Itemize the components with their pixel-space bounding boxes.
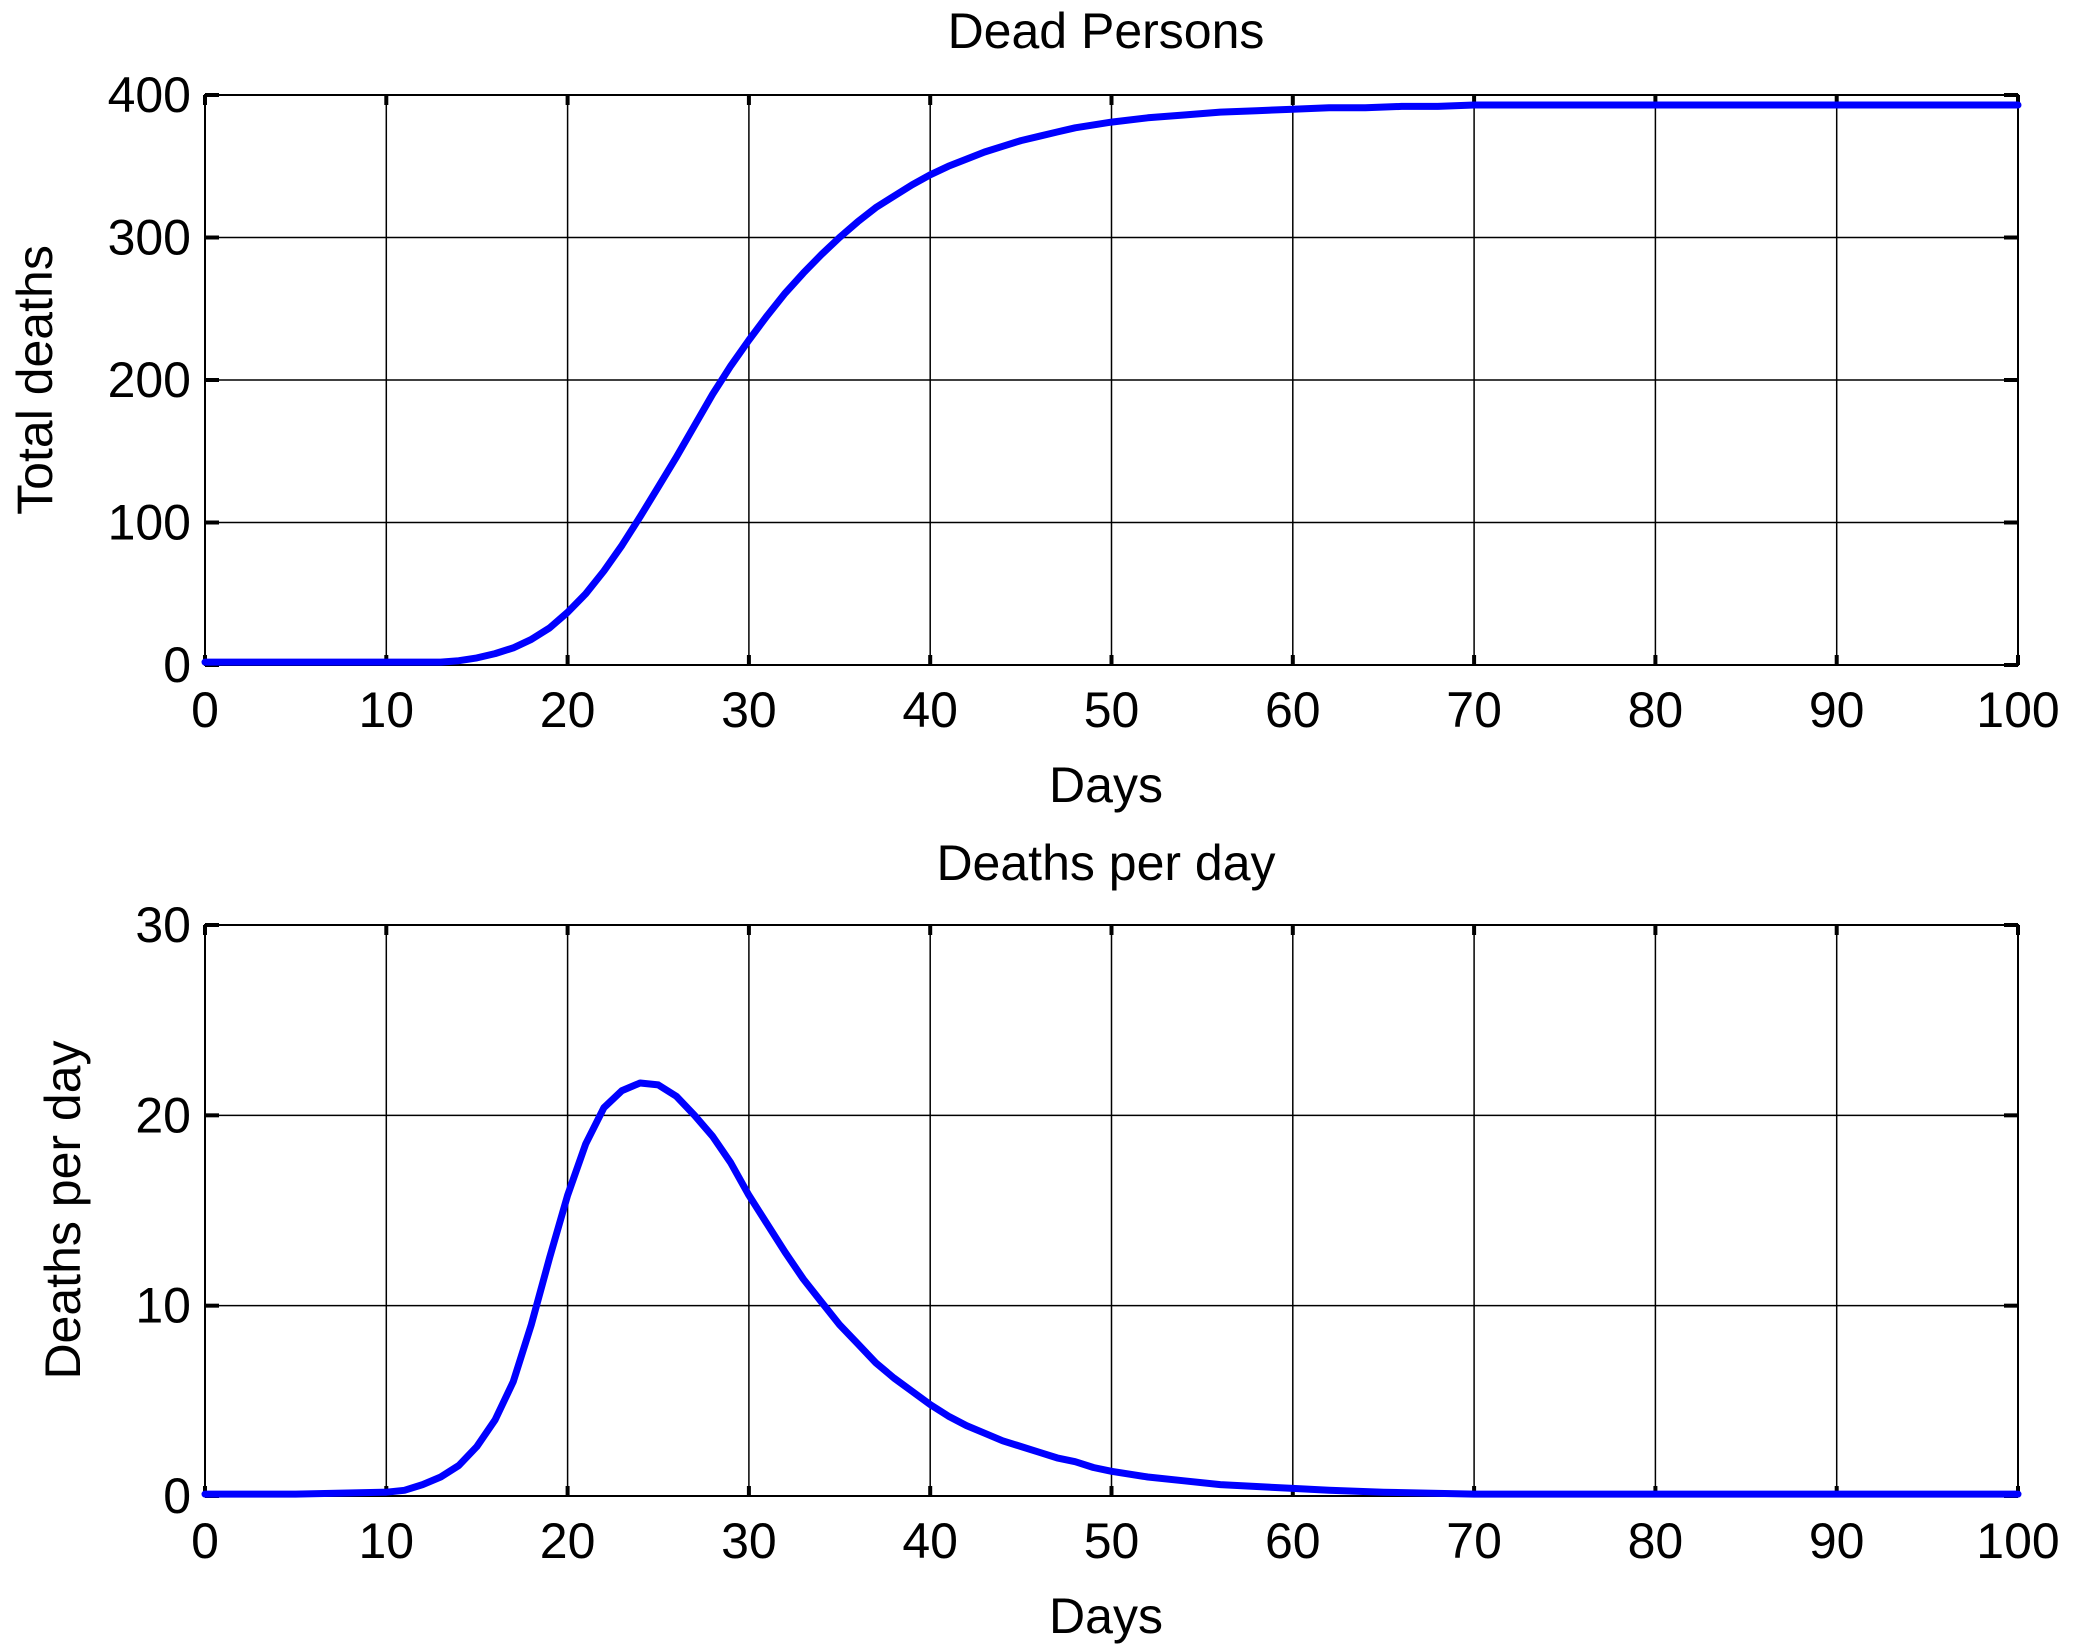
chart-title: Deaths per day	[936, 835, 1275, 891]
grid	[205, 925, 2018, 1496]
y-tick-label: 200	[108, 352, 191, 408]
y-axis-label: Total deaths	[7, 245, 63, 515]
x-tick-label: 80	[1628, 1513, 1684, 1569]
x-tick-label: 100	[1976, 682, 2059, 738]
chart-title: Dead Persons	[948, 3, 1265, 59]
x-tick-label: 90	[1809, 1513, 1865, 1569]
dead-persons-panel: Dead Persons 0 10 20 30 40 50 60 70 80 90 100 0 100…	[7, 3, 2060, 813]
x-tick-label: 100	[1976, 1513, 2059, 1569]
x-tick-label: 0	[191, 682, 219, 738]
x-tick-label: 10	[358, 1513, 414, 1569]
x-tick-label: 20	[540, 682, 596, 738]
x-tick-label: 30	[721, 1513, 777, 1569]
y-tick-label: 400	[108, 67, 191, 123]
x-axis-label: Days	[1049, 1588, 1163, 1644]
x-tick-label: 70	[1446, 682, 1502, 738]
y-tick-label: 30	[135, 897, 191, 953]
y-tick-label: 0	[163, 637, 191, 693]
y-axis-label: Deaths per day	[35, 1040, 91, 1379]
y-tick-label: 300	[108, 210, 191, 266]
x-tick-label: 50	[1084, 682, 1140, 738]
y-tick-labels: 0 100 200 300 400	[108, 67, 191, 693]
x-tick-label: 0	[191, 1513, 219, 1569]
y-tick-labels: 0 10 20 30	[135, 897, 191, 1524]
x-tick-label: 90	[1809, 682, 1865, 738]
x-tick-label: 40	[902, 1513, 958, 1569]
x-tick-labels: 0 10 20 30 40 50 60 70 80 90 100	[191, 682, 2060, 738]
total-deaths-line	[201, 101, 2022, 666]
x-tick-label: 60	[1265, 682, 1321, 738]
y-tick-label: 0	[163, 1468, 191, 1524]
y-tick-label: 20	[135, 1087, 191, 1143]
x-tick-label: 70	[1446, 1513, 1502, 1569]
y-tick-label: 10	[135, 1278, 191, 1334]
x-tick-label: 30	[721, 682, 777, 738]
y-tick-label: 100	[108, 495, 191, 551]
x-tick-label: 40	[902, 682, 958, 738]
deaths-per-day-line	[201, 1079, 2022, 1498]
x-tick-label: 50	[1084, 1513, 1140, 1569]
grid	[205, 95, 2018, 665]
deaths-per-day-panel: Deaths per day 0 10 20 30 40 50 60 70 80 90 100 0 1…	[35, 835, 2060, 1644]
x-axis-label: Days	[1049, 757, 1163, 813]
x-tick-label: 20	[540, 1513, 596, 1569]
x-tick-label: 60	[1265, 1513, 1321, 1569]
x-tick-label: 10	[358, 682, 414, 738]
x-tick-labels: 0 10 20 30 40 50 60 70 80 90 100	[191, 1513, 2060, 1569]
x-tick-label: 80	[1628, 682, 1684, 738]
